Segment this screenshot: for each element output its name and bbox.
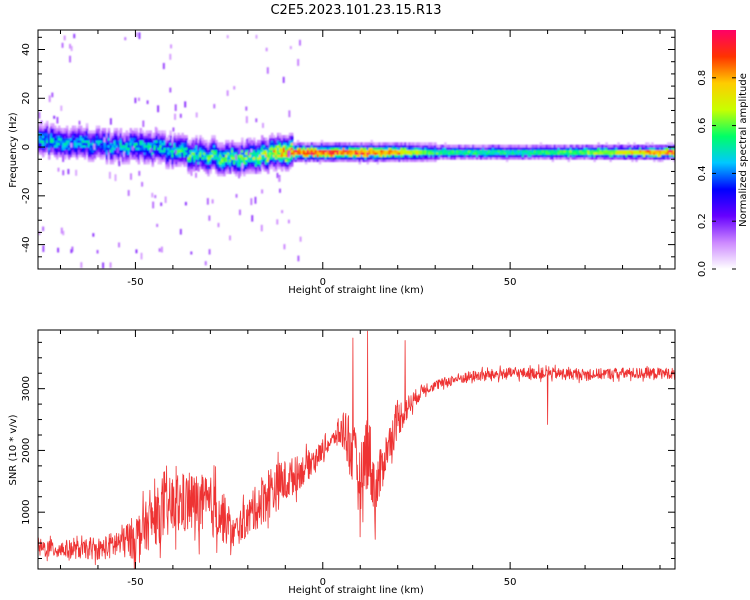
snr-xlabel: Height of straight line (km) — [288, 585, 424, 596]
x-tick-label: 0 — [320, 277, 326, 288]
x-tick-label: -50 — [127, 277, 143, 288]
colorbar-tick-label: 0.2 — [697, 213, 708, 229]
spectrogram-ylabel: Frequency (Hz) — [8, 112, 19, 188]
snr-ticks: -50 0 50 1000 2000 3000 — [21, 330, 675, 588]
snr-series-line — [38, 330, 675, 569]
x-tick-label: 50 — [504, 277, 517, 288]
colorbar-tick-label: 0.6 — [697, 118, 708, 134]
y-tick-label: 3000 — [21, 376, 32, 401]
colorbar: 0.0 0.2 0.4 0.6 0.8 Normalized spectral ampl… — [697, 30, 749, 277]
snr-ylabel: SNR (10 * v/v) — [8, 414, 19, 485]
snr-panel: -50 0 50 1000 2000 3000 Height of straight li… — [8, 329, 676, 596]
y-tick-label: 40 — [21, 43, 32, 56]
spectrogram-xlabel: Height of straight line (km) — [288, 285, 424, 296]
y-tick-label: -20 — [21, 188, 32, 204]
figure-title: C2E5.2023.101.23.15.R13 — [270, 3, 441, 18]
colorbar-ticks: 0.0 0.2 0.4 0.6 0.8 — [697, 70, 736, 277]
y-tick-label: 20 — [21, 92, 32, 105]
y-tick-label: 0 — [21, 144, 32, 150]
y-tick-label: 2000 — [21, 438, 32, 463]
y-tick-label: -40 — [21, 236, 32, 252]
colorbar-tick-label: 0.4 — [697, 165, 708, 181]
spectrogram-frame — [37, 29, 676, 270]
x-tick-label: 0 — [320, 577, 326, 588]
colorbar-label: Normalized spectral amplitude — [738, 73, 749, 227]
y-tick-label: 1000 — [21, 499, 32, 524]
spectrogram-ticks: -50 0 50 -40 -20 0 20 40 — [21, 30, 675, 288]
heatmap-layer — [38, 32, 675, 269]
snr-frame — [37, 329, 676, 570]
x-tick-label: -50 — [127, 577, 143, 588]
colorbar-gradient — [712, 30, 736, 269]
x-tick-label: 50 — [504, 577, 517, 588]
colorbar-tick-label: 0.8 — [697, 70, 708, 86]
colorbar-tick-label: 0.0 — [697, 261, 708, 277]
spectrogram-panel: -50 0 50 -40 -20 0 20 40 Height of straight lin… — [8, 29, 676, 296]
